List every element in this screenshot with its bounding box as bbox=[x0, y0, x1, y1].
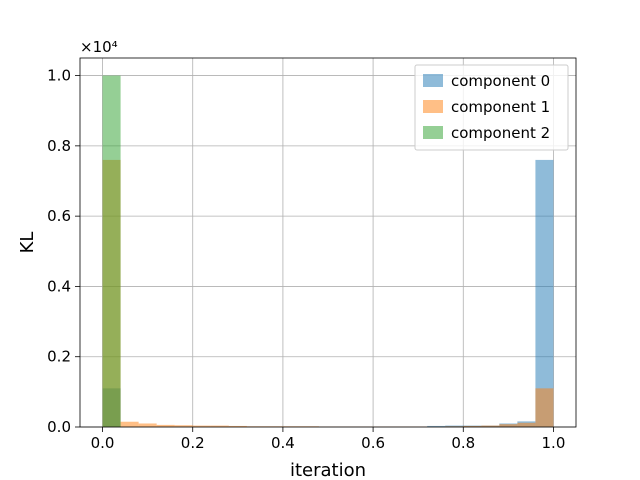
histogram-bar bbox=[499, 424, 518, 427]
histogram-bar bbox=[535, 159, 554, 427]
y-tick-label: 0.4 bbox=[47, 277, 71, 295]
y-axis-offset-text: ×10⁴ bbox=[80, 38, 118, 56]
histogram-bar bbox=[463, 425, 482, 427]
series-2-bars bbox=[102, 75, 121, 428]
histogram-bar bbox=[192, 425, 211, 427]
x-tick-label: 0.8 bbox=[451, 434, 475, 452]
x-tick-label: 0.4 bbox=[271, 434, 295, 452]
y-tick-label: 0.0 bbox=[47, 418, 71, 436]
plot-frame bbox=[79, 57, 577, 428]
histogram-bar bbox=[138, 423, 157, 427]
legend: component 0 component 1 component 2 bbox=[414, 64, 569, 151]
x-axis-label: iteration bbox=[290, 460, 366, 480]
series-1-bars bbox=[102, 159, 554, 427]
x-axis-ticks: 0.0 0.2 0.4 0.6 0.8 1.0 bbox=[91, 427, 566, 452]
legend-box bbox=[414, 64, 569, 151]
histogram-bar bbox=[210, 425, 229, 427]
y-tick-label: 0.2 bbox=[47, 348, 71, 366]
legend-swatch bbox=[423, 126, 443, 139]
x-tick-label: 0.6 bbox=[361, 434, 385, 452]
y-tick-label: 1.0 bbox=[47, 67, 71, 85]
series-0-bars bbox=[102, 159, 554, 427]
y-tick-label: 0.8 bbox=[47, 137, 71, 155]
histogram-bar bbox=[481, 425, 500, 427]
legend-label: component 2 bbox=[451, 124, 550, 142]
histogram-bar bbox=[427, 425, 446, 427]
y-axis-ticks: 0.0 0.2 0.4 0.6 0.8 1.0 bbox=[47, 67, 80, 436]
legend-swatch bbox=[423, 74, 443, 87]
x-tick-label: 1.0 bbox=[542, 434, 566, 452]
legend-label: component 1 bbox=[451, 98, 550, 116]
histogram-bar bbox=[517, 422, 536, 427]
x-tick-label: 0.0 bbox=[91, 434, 115, 452]
histogram-bar bbox=[102, 75, 121, 428]
x-tick-label: 0.2 bbox=[181, 434, 205, 452]
y-axis-label: KL bbox=[17, 232, 38, 254]
legend-swatch bbox=[423, 100, 443, 113]
histogram-bar bbox=[174, 425, 193, 427]
legend-label: component 0 bbox=[451, 72, 550, 90]
histogram-bar bbox=[156, 424, 175, 427]
y-tick-label: 0.6 bbox=[47, 207, 71, 225]
histogram-bar bbox=[120, 421, 139, 427]
histogram-bar bbox=[228, 425, 247, 427]
histogram-bar bbox=[535, 388, 554, 427]
